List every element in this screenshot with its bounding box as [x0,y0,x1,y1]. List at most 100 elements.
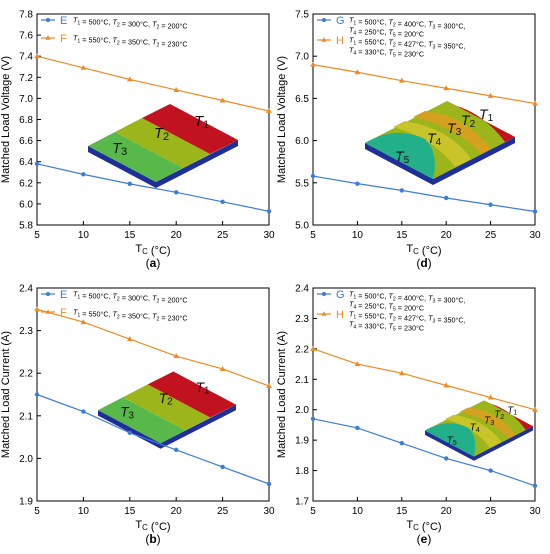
data-point-e [127,181,132,187]
inset-label-t1: T1 [507,405,517,416]
data-point-h [399,370,405,376]
inset-strip-3 [147,371,236,418]
data-point-e [174,190,179,195]
data-point-g [532,209,538,214]
legend-description: T1 = 550°C, T2 = 350°C, T2 = 230°C [73,34,188,49]
y-axis-label: Matched Load Current (A) [0,331,12,458]
plot-frame [312,13,536,226]
y-tick-label: 6.8 [19,115,33,126]
inset-label-t1: T1 [194,113,209,131]
x-axis-label: TC (°C) [406,519,441,533]
data-point-f [127,76,133,82]
series-line-g [312,175,536,213]
data-point-f [80,319,87,325]
data-point-g [399,440,404,446]
x-tick-label: 10 [78,230,90,241]
inset-label-t4: T4 [427,130,442,148]
x-tick-label: 20 [441,506,453,517]
y-tick-label: 2.3 [19,326,33,337]
y-tick-label: 6.4 [19,157,33,168]
x-tick-label: 25 [217,506,229,517]
x-tick-label: 30 [529,230,541,241]
inset-region-t1 [484,400,533,430]
data-point-g [532,483,538,488]
chart-panel-3: T3 T2 T1 5 10 15 20 25 30 1.9 2.0 2.1 2.2 2.3 2.4 TC (°… [0,284,275,547]
x-tick-label: 15 [396,230,408,241]
y-tick-label: 1.9 [19,497,33,508]
x-tick-label: 5 [34,230,40,241]
y-axis-label: Matched Load Current (A) [276,331,288,458]
legend-description: T1 = 500°C, T2 = 400°C, T3 = 300°C, [349,290,466,305]
data-point-e [34,161,40,167]
data-point-g [399,188,404,193]
inset-strip-3 [142,104,238,154]
series-line-h [312,348,536,411]
data-point-f [266,382,272,388]
y-tick-label: 2.1 [295,375,309,386]
y-tick-label: 7.2 [19,73,33,84]
legend-name-h: H [336,309,344,321]
y-tick-label: 2.4 [295,284,309,295]
x-tick-label: 30 [263,230,275,241]
inset-region-t3 [445,414,502,448]
legend-marker [46,292,50,296]
y-tick-label: 7.5 [295,10,309,21]
y-tick-label: 7.0 [19,94,33,105]
data-point-h [399,77,405,83]
data-point-h [443,85,449,91]
legend-description: T1 = 550°C, T2 = 350°C, T2 = 230°C [73,308,188,323]
data-point-e [266,481,272,487]
inset-base-layer [88,140,238,188]
panel-label: (d) [416,256,431,270]
y-tick-label: 2.2 [295,344,309,355]
y-tick-label: 1.8 [295,466,309,477]
data-point-h [443,382,449,388]
inset-label-t3: T3 [484,415,494,426]
data-point-g [444,195,449,201]
inset-label-t4: T4 [470,423,480,434]
panel-label: (b) [145,532,160,546]
y-tick-label: 2.3 [295,314,309,325]
x-tick-label: 15 [124,506,136,517]
x-tick-label: 10 [352,506,364,517]
y-tick-label: 6.0 [295,136,309,147]
x-tick-label: 25 [485,506,497,517]
data-point-h [532,100,538,106]
x-axis-label: TC (°C) [135,243,170,257]
data-point-e [81,172,86,177]
y-tick-label: 6.5 [295,94,309,105]
y-tick-label: 7.4 [19,52,33,63]
legend-name-g: G [336,15,345,27]
inset-strip-1 [88,132,183,182]
series-line-e [36,393,270,485]
x-tick-label: 5 [310,230,316,241]
data-point-h [354,69,361,75]
inset-strip-1 [98,397,186,444]
x-tick-label: 5 [34,506,40,517]
y-tick-label: 7.0 [295,52,309,63]
x-tick-label: 5 [310,506,316,517]
x-tick-label: 20 [441,230,453,241]
inset-device-image: T3 T2 T1 [98,371,236,449]
y-tick-label: 6.2 [19,178,33,189]
panel-label: (e) [417,532,432,546]
legend-marker [45,35,51,40]
x-tick-label: 20 [171,230,183,241]
series-line-f [36,55,270,112]
legend-marker [322,18,326,22]
data-point-h [487,92,494,98]
inset-label-t3: T3 [447,120,462,138]
inset-label-t5: T5 [395,148,410,166]
inset-label-t2: T2 [154,125,169,143]
legend-description: T1 = 500°C, T2 = 300°C, T2 = 200°C [73,16,188,31]
x-tick-label: 30 [263,506,275,517]
y-tick-label: 2.1 [19,411,33,422]
data-point-g [444,456,449,461]
data-point-f [173,353,179,359]
x-tick-label: 20 [171,506,183,517]
x-tick-label: 15 [124,230,136,241]
x-tick-label: 25 [485,230,497,241]
